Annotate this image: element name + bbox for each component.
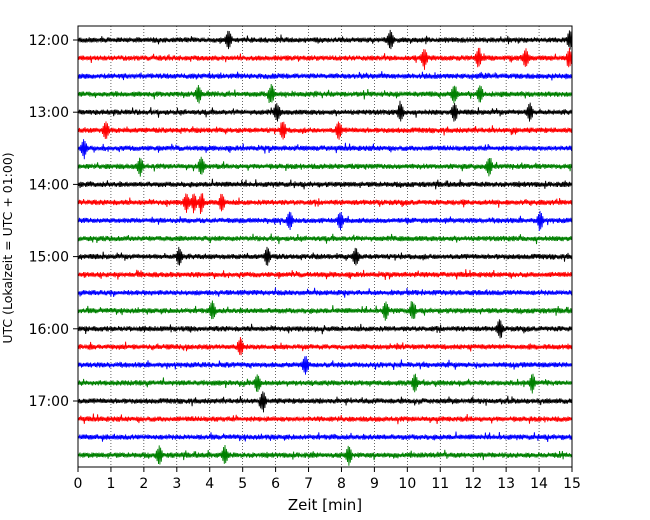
trace-row-7: [77, 139, 572, 160]
x-tick-label-2: 2: [139, 476, 148, 492]
plot-frame: [77, 25, 573, 468]
x-tick-label-0: 0: [74, 476, 83, 492]
trace-row-13: [77, 246, 572, 266]
x-tick-label-5: 5: [238, 476, 247, 492]
x-tick-label-15: 15: [563, 476, 581, 492]
x-tick-label-10: 10: [398, 476, 416, 492]
x-axis: 0 1 2 3 4 5 6 7 8 9 10 11 12 13 14 15: [74, 467, 581, 492]
y-tick-label-16:00: 16:00: [29, 322, 69, 338]
trace-row-15: [77, 287, 572, 298]
x-tick-label-9: 9: [370, 476, 379, 492]
y-axis: 12:00 13:00 14:00 15:00 16:00 17:00: [29, 33, 78, 410]
trace-row-21: [77, 391, 572, 413]
x-tick-label-6: 6: [271, 476, 280, 492]
trace-row-4: [77, 84, 572, 104]
y-axis-label: UTC (Lokalzeit = UTC + 01:00): [0, 152, 15, 343]
trace-row-19: [77, 356, 572, 375]
trace-row-10: [77, 193, 572, 215]
trace-row-14: [77, 269, 572, 280]
y-tick-label-12:00: 12:00: [29, 33, 69, 49]
trace-row-20: [77, 373, 572, 394]
x-tick-label-11: 11: [431, 476, 449, 492]
x-tick-label-4: 4: [205, 476, 214, 492]
trace-row-16: [77, 300, 572, 321]
x-tick-label-3: 3: [172, 476, 181, 492]
trace-row-2: [77, 47, 572, 70]
trace-row-22: [77, 413, 572, 425]
trace-row-8: [77, 156, 572, 177]
x-tick-label-8: 8: [337, 476, 346, 492]
trace-row-24: [77, 444, 572, 466]
x-tick-label-13: 13: [497, 476, 515, 492]
trace-rows: [77, 29, 572, 466]
x-tick-label-1: 1: [106, 476, 115, 492]
trace-row-17: [77, 319, 572, 339]
x-tick-label-14: 14: [530, 476, 548, 492]
y-tick-label-13:00: 13:00: [29, 105, 69, 121]
trace-row-12: [77, 233, 572, 245]
x-tick-label-7: 7: [304, 476, 313, 492]
y-tick-label-14:00: 14:00: [29, 177, 69, 193]
trace-row-5: [77, 100, 572, 122]
y-tick-label-15:00: 15:00: [29, 250, 69, 266]
trace-row-1: [77, 29, 572, 50]
y-tick-label-17:00: 17:00: [29, 394, 69, 410]
trace-row-9: [77, 178, 572, 190]
trace-row-18: [77, 336, 572, 356]
trace-row-3: [77, 71, 572, 81]
x-axis-label: Zeit [min]: [288, 496, 362, 514]
x-tick-label-12: 12: [464, 476, 482, 492]
trace-row-23: [77, 431, 572, 443]
trace-row-6: [77, 121, 572, 140]
trace-row-11: [77, 210, 572, 232]
